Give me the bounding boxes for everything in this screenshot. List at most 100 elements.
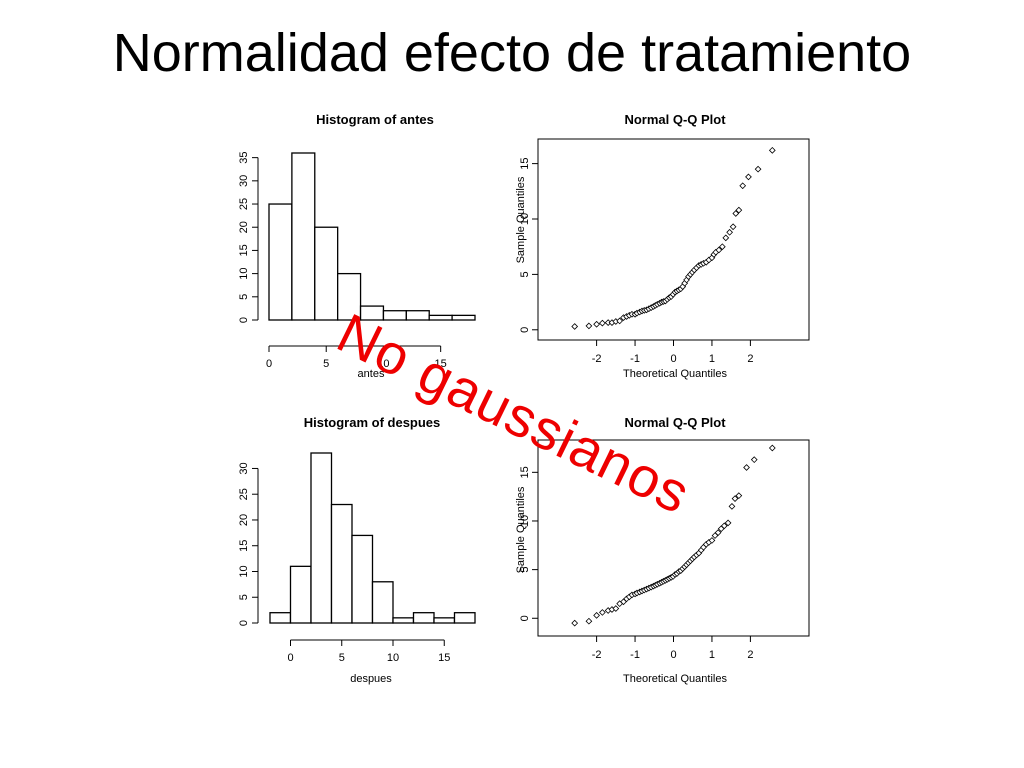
hist-antes-y-tick-label: 20: [238, 221, 250, 233]
hist-despues-bar: [269, 612, 292, 624]
qq-despues-xlabel: Theoretical Quantiles: [623, 673, 727, 685]
qq-despues-marks: -2 -1 0 1 2 0 5 10 15: [519, 439, 810, 661]
qq-despues-chart: Normal Q-Q Plot -2 -1 0 1 2 0 5 10 15 Theoretica…: [515, 415, 810, 685]
qq-despues-x-tick-label: -2: [592, 649, 602, 661]
hist-despues-y-tick-label: 20: [238, 514, 250, 526]
qq-despues-point: [720, 522, 728, 530]
qq-antes-point: [593, 320, 600, 328]
hist-despues-y-tick-label: 10: [238, 565, 250, 577]
hist-despues-xlabel: despues: [350, 673, 392, 685]
qq-despues-x-tick-label: 1: [709, 649, 715, 661]
hist-despues-bar: [351, 534, 374, 624]
qq-despues-point: [599, 609, 606, 616]
hist-despues-chart: Histogram of despues 0 5 10 15051015202530 …: [238, 415, 476, 685]
hist-despues-bar: [371, 581, 394, 624]
qq-despues-point: [714, 529, 722, 537]
qq-despues-point: [768, 444, 776, 452]
hist-antes-bar: [405, 310, 430, 321]
qq-despues-point: [593, 611, 600, 619]
qq-despues-point: [585, 617, 593, 625]
qq-despues-point: [750, 456, 758, 464]
qq-antes-x-tick-label: 0: [670, 353, 676, 365]
qq-antes-ylabel: Sample Quantiles: [515, 176, 527, 263]
qq-despues-y-tick-label: 0: [519, 615, 531, 621]
qq-despues-x-tick-label: 2: [747, 649, 753, 661]
qq-despues-x-tick-label: 0: [670, 649, 676, 661]
hist-despues-y-tick-label: 0: [238, 620, 250, 626]
hist-despues-bar: [310, 452, 333, 624]
qq-antes-point: [729, 223, 737, 231]
hist-despues-title: Histogram of despues: [304, 415, 441, 430]
hist-despues-bar: [330, 503, 353, 624]
hist-antes-y-tick-label: 30: [238, 175, 250, 187]
hist-antes-y-tick-label: 10: [238, 267, 250, 279]
qq-antes-point: [732, 210, 740, 217]
hist-antes-x-tick-label: 15: [435, 358, 447, 370]
hist-antes-y-tick-label: 35: [238, 152, 250, 164]
qq-antes-point: [715, 246, 723, 254]
qq-despues-point: [724, 519, 732, 527]
qq-antes-y-tick-label: 0: [519, 327, 531, 333]
hist-despues-y-tick-label: 25: [238, 488, 250, 500]
hist-antes-x-tick-label: 5: [323, 358, 329, 370]
qq-antes-y-tick-label: 5: [519, 271, 531, 277]
hist-despues-bar: [433, 617, 456, 624]
qq-despues-point: [731, 495, 739, 502]
qq-despues-ylabel: Sample Quantiles: [515, 486, 527, 573]
qq-antes-point: [616, 317, 624, 325]
qq-antes-point: [718, 243, 726, 251]
qq-antes-point: [768, 146, 776, 154]
qq-antes-point: [735, 206, 743, 214]
qq-antes-point: [585, 322, 593, 330]
hist-despues-marks: 0 5 10 15 0 5 10 15 20 25 30: [238, 452, 476, 664]
slide-title: Normalidad efecto de tratamiento: [112, 23, 912, 83]
hist-despues-x-tick-label: 15: [438, 652, 450, 664]
hist-antes-marks: 0 5 10 15 0 5 10 15 20 25 30 35: [238, 152, 476, 370]
hist-antes-x-tick-label: 0: [266, 358, 272, 370]
qq-antes-point: [722, 234, 730, 242]
qq-antes-point: [571, 323, 579, 330]
qq-antes-x-tick-label: 1: [709, 353, 715, 365]
hist-antes-y-tick-label: 15: [238, 244, 250, 256]
hist-despues-x-tick-label: 5: [339, 652, 345, 664]
qq-despues-y-tick-label: 10: [519, 515, 531, 527]
hist-despues-bar: [412, 612, 435, 624]
qq-antes-xlabel: Theoretical Quantiles: [623, 368, 727, 380]
hist-antes-y-tick-label: 5: [238, 294, 250, 300]
qq-antes-y-tick-label: 10: [519, 213, 531, 225]
qq-antes-point: [739, 182, 747, 190]
hist-despues-x-tick-label: 10: [387, 652, 399, 664]
hist-despues-bar: [453, 612, 476, 624]
qq-antes-x-tick-label: 2: [747, 353, 753, 365]
qq-antes-chart: Normal Q-Q Plot -2 -1 0 1 2 0 5 10 15 Theoretica…: [515, 112, 810, 380]
qq-despues-point: [571, 619, 579, 627]
qq-antes-point: [745, 173, 752, 181]
hist-despues-bar: [289, 565, 312, 624]
qq-despues-point: [728, 503, 736, 510]
hist-antes-x-tick-label: 10: [377, 358, 389, 370]
hist-antes-chart: Histogram of antes 0 5 10 1505101520253035 …: [238, 112, 476, 380]
qq-antes-marks: -2 -1 0 1 2 0 5 10 15: [519, 138, 810, 365]
hist-antes-xlabel: antes: [358, 368, 385, 380]
qq-despues-x-tick-label: -1: [630, 649, 640, 661]
qq-despues-point: [743, 464, 750, 471]
hist-despues-bar: [392, 617, 415, 624]
qq-antes-x-tick-label: -2: [592, 353, 602, 365]
qq-despues-point: [708, 537, 716, 544]
qq-antes-title: Normal Q-Q Plot: [624, 112, 726, 127]
qq-despues-title: Normal Q-Q Plot: [624, 415, 726, 430]
qq-despues-y-tick-label: 15: [519, 466, 531, 478]
qq-despues-y-tick-label: 5: [519, 567, 531, 573]
hist-antes-bar: [268, 203, 293, 321]
hist-antes-bar: [337, 272, 362, 321]
qq-despues-panel: Normal Q-Q Plot -2 -1 0 1 2 0 5 10 15 Theoretica…: [505, 408, 810, 698]
hist-despues-x-tick-label: 0: [287, 652, 293, 664]
hist-despues-panel: Histogram of despues 0 5 10 15 0 5 10 15 20 25 30 …: [225, 408, 490, 698]
qq-antes-plot-frame: [537, 138, 810, 341]
hist-antes-bar: [428, 314, 453, 321]
hist-antes-y-tick-label: 25: [238, 198, 250, 210]
hist-antes-bar: [451, 314, 476, 321]
hist-antes-bar: [291, 152, 316, 321]
qq-antes-panel: Normal Q-Q Plot -2 -1 0 1 2 0 5 10 15 Theoretica…: [505, 105, 810, 395]
hist-despues-y-tick-label: 15: [238, 540, 250, 552]
